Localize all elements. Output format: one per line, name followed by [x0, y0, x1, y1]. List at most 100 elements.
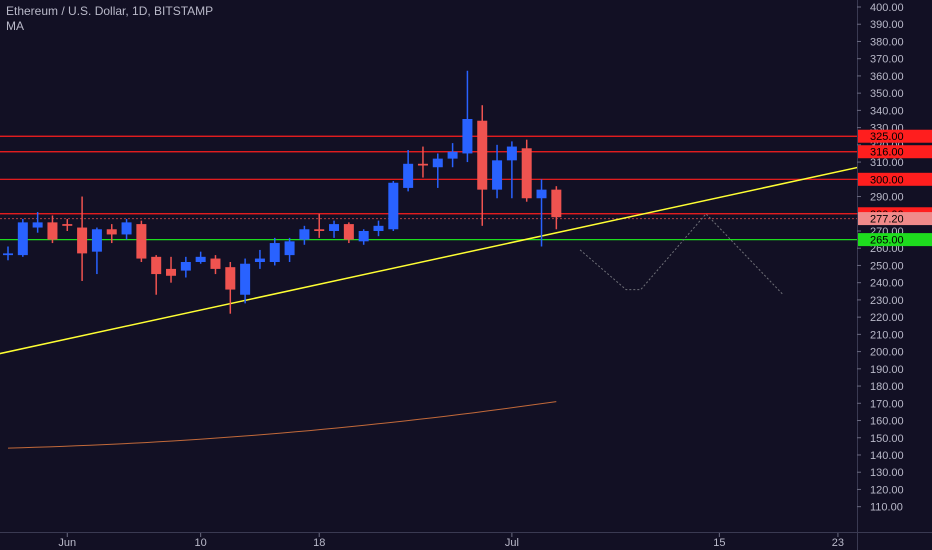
candle-body: [329, 224, 340, 231]
candle: [329, 220, 340, 238]
y-tick-label: 160.00: [870, 416, 904, 428]
candle-body: [47, 222, 58, 240]
candle-body: [536, 189, 547, 199]
candle-body: [17, 222, 28, 256]
candle-body: [314, 229, 325, 231]
candle: [17, 218, 28, 257]
y-tick-label: 310.00: [870, 157, 904, 169]
y-tick-label: 250.00: [870, 260, 904, 272]
y-tick-label: 200.00: [870, 347, 904, 359]
y-tick-label: 150.00: [870, 433, 904, 445]
candle-body: [225, 267, 236, 290]
projection-path: [579, 213, 784, 296]
candle: [121, 218, 132, 240]
candle: [269, 237, 280, 266]
candle-body: [358, 230, 369, 242]
x-tick-label: Jul: [505, 537, 519, 549]
candle-body: [210, 258, 221, 269]
candle: [166, 256, 177, 283]
candle: [151, 255, 162, 295]
candle: [373, 220, 384, 237]
candle: [432, 153, 443, 188]
candle-body: [151, 256, 162, 275]
candle-body: [506, 146, 517, 161]
candle-body: [521, 148, 532, 199]
candle-body: [254, 258, 265, 263]
candle: [403, 150, 414, 192]
candle: [447, 143, 458, 168]
y-tick-label: 220.00: [870, 312, 904, 324]
candle: [240, 258, 251, 304]
y-tick-label: 400.00: [870, 2, 904, 14]
y-tick-label: 240.00: [870, 278, 904, 290]
y-tick-label: 230.00: [870, 295, 904, 307]
resistance-level-tag: [858, 145, 932, 159]
y-tick-label: 120.00: [870, 484, 904, 496]
resistance-level-tag: [858, 129, 932, 143]
candle: [314, 213, 325, 238]
candle-body: [299, 229, 310, 240]
trendline: [0, 161, 883, 355]
candle-body: [551, 189, 562, 218]
candle: [62, 218, 73, 231]
candle-body: [62, 224, 73, 226]
candle-body: [477, 120, 488, 190]
candle: [91, 227, 102, 275]
y-tick-label: 170.00: [870, 398, 904, 410]
resistance-level-tag-label: 325.00: [870, 131, 904, 143]
y-tick-label: 140.00: [870, 450, 904, 462]
candle-body: [32, 222, 43, 228]
candle: [284, 237, 295, 263]
y-tick-label: 180.00: [870, 381, 904, 393]
candle: [462, 70, 473, 163]
candle: [47, 215, 58, 244]
price-axis-panel: [857, 0, 932, 550]
candle-body: [388, 182, 399, 230]
candle-body: [121, 222, 132, 235]
last-price-tag-label: 277.20: [870, 214, 904, 226]
candle-body: [3, 253, 13, 256]
y-tick-label: 340.00: [870, 105, 904, 117]
candle-body: [492, 160, 503, 190]
candle-body: [91, 229, 102, 252]
support-level-tag: [858, 233, 932, 247]
candle: [180, 256, 191, 278]
y-tick-label: 290.00: [870, 192, 904, 204]
candle-body: [462, 118, 473, 154]
last-price-tag: [858, 212, 932, 226]
candle-body: [269, 243, 280, 263]
resistance-level-tag-label: 316.00: [870, 147, 904, 159]
candle-body: [343, 224, 354, 240]
candle: [32, 212, 43, 233]
y-tick-label: 380.00: [870, 36, 904, 48]
candle: [521, 139, 532, 202]
candle: [388, 181, 399, 231]
candle: [343, 222, 354, 244]
candle: [77, 196, 88, 281]
candle: [106, 224, 117, 244]
x-tick-label: 10: [195, 537, 207, 549]
candle: [299, 225, 310, 245]
x-tick-label: 23: [832, 537, 844, 549]
indicator-label: MA: [6, 19, 24, 33]
candle-body: [403, 163, 414, 188]
candle: [551, 186, 562, 230]
candle: [136, 220, 147, 263]
candle-body: [180, 262, 191, 271]
candle-body: [447, 151, 458, 159]
y-tick-label: 360.00: [870, 71, 904, 83]
moving-average-line: [7, 401, 557, 449]
candle: [225, 262, 236, 314]
y-tick-label: 370.00: [870, 54, 904, 66]
candle: [3, 246, 13, 261]
y-tick-label: 210.00: [870, 329, 904, 341]
candle-body: [240, 263, 251, 295]
candle: [536, 179, 547, 247]
y-tick-label: 130.00: [870, 467, 904, 479]
resistance-level-tag: [858, 172, 932, 186]
y-tick-label: 260.00: [870, 243, 904, 255]
candle: [254, 249, 265, 269]
candle: [195, 251, 206, 264]
x-tick-label: 15: [713, 537, 725, 549]
